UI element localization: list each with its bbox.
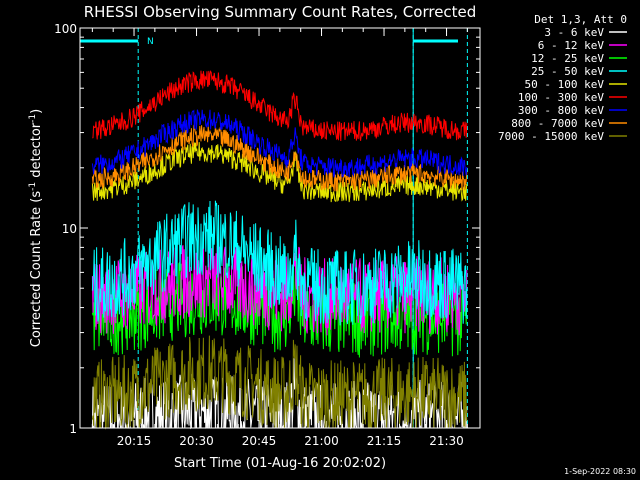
series-line xyxy=(91,109,468,178)
y-axis-ticks: 1 10 100 xyxy=(54,22,480,436)
y-axis-label-end: ) xyxy=(29,109,44,114)
legend-header: Det 1,3, Att 0 xyxy=(534,13,627,26)
y-axis-label-mid: detector xyxy=(29,122,44,182)
legend-label: 25 - 50 keV xyxy=(531,65,604,78)
legend-label: 6 - 12 keV xyxy=(538,39,605,52)
y-tick-label: 1 xyxy=(69,422,77,436)
legend-label: 12 - 25 keV xyxy=(531,52,604,65)
y-axis-label-sup2: -1 xyxy=(28,114,38,123)
x-tick-label: 20:15 xyxy=(117,434,152,448)
x-tick-label: 21:00 xyxy=(304,434,339,448)
legend-label: 50 - 100 keV xyxy=(525,78,605,91)
legend-label: 100 - 300 keV xyxy=(518,91,604,104)
series-layer xyxy=(91,70,468,430)
x-axis-label: Start Time (01-Aug-16 20:02:02) xyxy=(174,456,386,471)
legend-label: 7000 - 15000 keV xyxy=(498,130,604,143)
chart-title: RHESSI Observing Summary Count Rates, Co… xyxy=(84,3,477,21)
x-tick-label: 21:15 xyxy=(367,434,402,448)
series-line xyxy=(91,335,468,430)
y-axis-label-text: Corrected Count Rate (s xyxy=(29,191,44,348)
y-axis-label: Corrected Count Rate (s-1 detector-1) xyxy=(28,109,44,347)
x-tick-label: 20:30 xyxy=(179,434,214,448)
legend-label: 3 - 6 keV xyxy=(544,26,604,39)
series-line xyxy=(92,70,468,142)
plot-area: 1 10 100 20:15 20:30 20:45 21:00 21:15 21:30 xyxy=(54,22,481,448)
series-line xyxy=(91,200,468,326)
y-tick-label: 100 xyxy=(54,22,77,36)
legend-label: 300 - 800 keV xyxy=(518,104,604,117)
timestamp: 1-Sep-2022 08:30 xyxy=(564,467,636,476)
y-axis-label-sup1: -1 xyxy=(28,182,38,191)
x-tick-label: 20:45 xyxy=(242,434,277,448)
plot-frame xyxy=(79,27,481,429)
attenuator-marker: N xyxy=(147,37,154,47)
y-tick-label: 10 xyxy=(62,222,77,236)
attenuator-lines xyxy=(80,28,468,428)
legend-label: 800 - 7000 keV xyxy=(511,117,604,130)
x-tick-label: 21:30 xyxy=(429,434,464,448)
x-axis-ticks: 20:15 20:30 20:45 21:00 21:15 21:30 xyxy=(91,28,468,448)
